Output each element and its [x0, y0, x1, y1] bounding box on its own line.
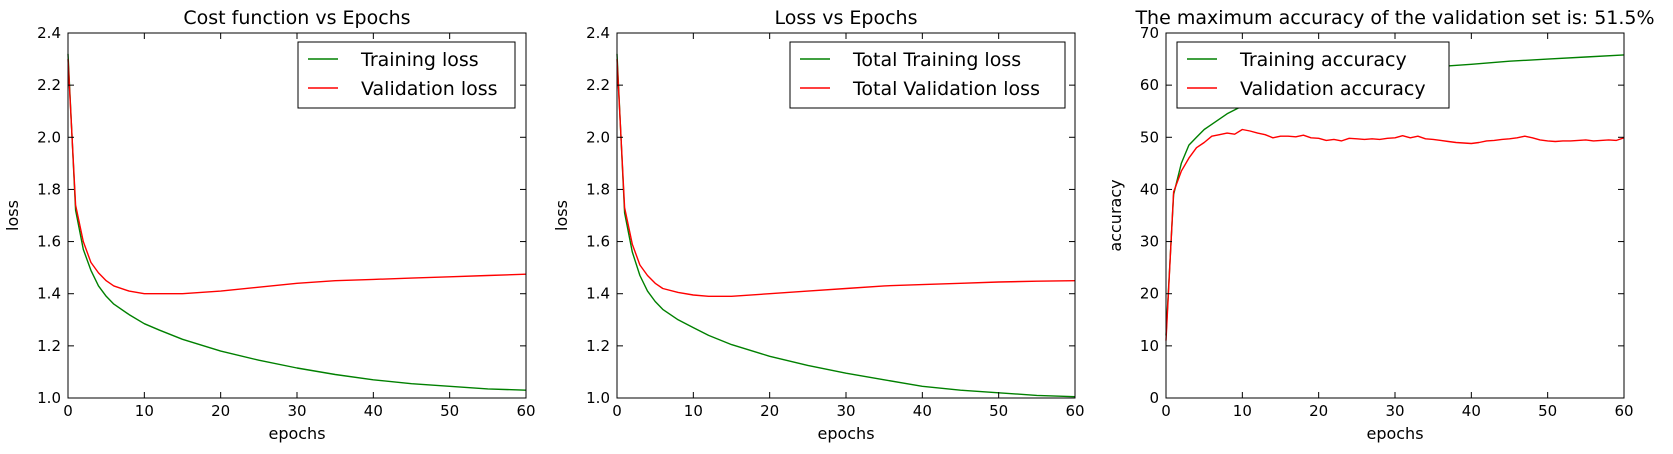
series-line-validation-accuracy [1165, 128, 1625, 341]
x-tick-label: 0 [63, 402, 73, 420]
series-line-training-loss [67, 53, 527, 391]
y-tick-label: 1.2 [586, 337, 610, 355]
y-tick-label: 50 [1140, 128, 1159, 146]
chart-2: 0 10 20 30 40 50 60 1.0 1.2 1.4 1.6 1.8 2.0 2.2 2.4 Los… [552, 7, 1085, 443]
y-axis-label: loss [552, 200, 571, 231]
x-tick-label: 30 [287, 402, 306, 420]
y-tick-label: 1.8 [37, 180, 61, 198]
y-tick-label: 2.2 [37, 76, 61, 94]
x-tick-label: 30 [836, 402, 855, 420]
legend-box [1176, 41, 1450, 109]
y-tick-label: 1.0 [37, 389, 61, 407]
legend: Training accuracy Validation accuracy [1176, 41, 1450, 109]
chart-title: The maximum accuracy of the validation s… [1134, 7, 1654, 29]
legend-box [789, 41, 1066, 109]
x-tick-label: 40 [1462, 402, 1481, 420]
x-tick-label: 60 [1614, 402, 1633, 420]
legend-label: Validation accuracy [1240, 78, 1426, 100]
x-axis-label: epochs [817, 424, 874, 443]
x-tick-label: 0 [612, 402, 622, 420]
y-tick-label: 1.0 [586, 389, 610, 407]
x-tick-label: 50 [989, 402, 1008, 420]
x-tick-label: 10 [684, 402, 703, 420]
series-line-validation-loss [67, 59, 527, 295]
legend-label: Total Training loss [852, 49, 1021, 71]
x-tick-label: 40 [913, 402, 932, 420]
legend-label: Total Validation loss [852, 78, 1040, 100]
legend: Training loss Validation loss [297, 41, 516, 109]
x-tick-label: 0 [1161, 402, 1171, 420]
x-tick-label: 50 [1538, 402, 1557, 420]
y-tick-label: 1.4 [586, 285, 610, 303]
chart-title: Cost function vs Epochs [183, 7, 410, 29]
x-axis-label: epochs [1366, 424, 1423, 443]
y-tick-label: 1.2 [37, 337, 61, 355]
series-line-total-validation-loss [616, 59, 1076, 297]
y-tick-label: 0 [1149, 389, 1159, 407]
series-line-total-training-loss [616, 53, 1076, 398]
x-tick-label: 10 [1233, 402, 1252, 420]
x-tick-label: 20 [211, 402, 230, 420]
y-tick-label: 2.0 [37, 128, 61, 146]
x-axis-label: epochs [268, 424, 325, 443]
x-tick-label: 20 [1309, 402, 1328, 420]
x-tick-label: 40 [364, 402, 383, 420]
y-tick-label: 20 [1140, 285, 1159, 303]
y-axis-label: loss [3, 200, 22, 231]
y-tick-label: 1.6 [586, 233, 610, 251]
legend-label: Training accuracy [1239, 49, 1407, 71]
legend-box [297, 41, 516, 109]
x-tick-label: 30 [1385, 402, 1404, 420]
y-tick-label: 1.6 [37, 233, 61, 251]
y-tick-label: 2.4 [586, 24, 610, 42]
y-tick-label: 1.8 [586, 180, 610, 198]
y-axis-label: accuracy [1106, 179, 1125, 251]
y-tick-label: 1.4 [37, 285, 61, 303]
x-tick-label: 50 [440, 402, 459, 420]
x-tick-label: 60 [516, 402, 535, 420]
y-tick-label: 2.4 [37, 24, 61, 42]
y-tick-label: 60 [1140, 76, 1159, 94]
x-tick-label: 20 [760, 402, 779, 420]
legend: Total Training loss Total Validation loss [789, 41, 1066, 109]
y-tick-label: 2.2 [586, 76, 610, 94]
chart-title: Loss vs Epochs [775, 7, 918, 29]
x-tick-label: 10 [135, 402, 154, 420]
legend-label: Training loss [360, 49, 479, 71]
y-tick-label: 30 [1140, 233, 1159, 251]
chart-1: 0 10 20 30 40 50 60 1.0 1.2 1.4 1.6 1.8 2.0 2.2 2.4 Cos… [3, 7, 536, 443]
y-tick-label: 10 [1140, 337, 1159, 355]
y-tick-label: 40 [1140, 180, 1159, 198]
y-tick-label: 2.0 [586, 128, 610, 146]
legend-label: Validation loss [361, 78, 498, 100]
y-tick-label: 70 [1140, 24, 1159, 42]
x-tick-label: 60 [1065, 402, 1084, 420]
